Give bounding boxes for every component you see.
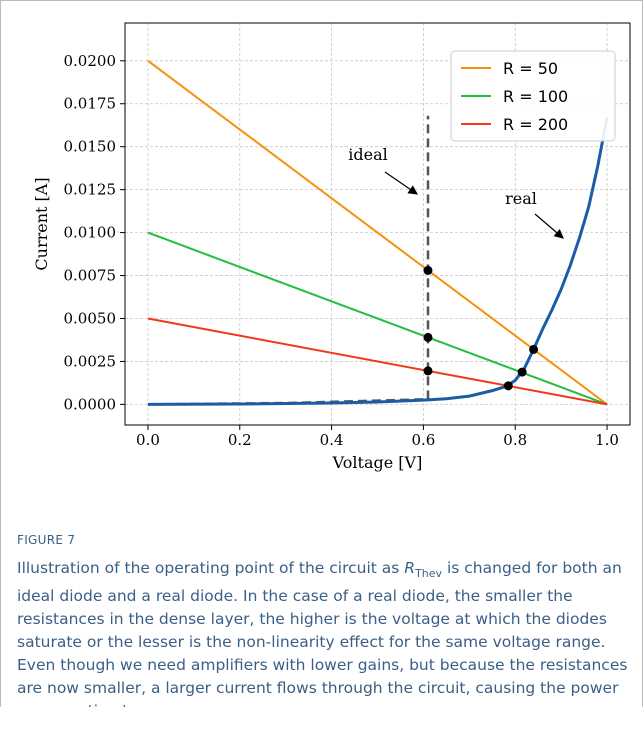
y-tick-label: 0.0100 — [64, 224, 117, 242]
line — [147, 231, 608, 406]
legend-label: R = 200 — [503, 115, 568, 134]
y-tick-label: 0.0000 — [64, 395, 117, 413]
x-tick-label: 0.0 — [136, 431, 160, 449]
caption-subscript: Thev — [415, 567, 443, 581]
annotation: real — [505, 189, 537, 208]
x-tick-label: 0.2 — [228, 431, 252, 449]
annotation-arrow — [384, 171, 418, 195]
legend-label: R = 100 — [503, 87, 568, 106]
y-tick-label: 0.0025 — [64, 352, 117, 370]
annotation-arrow — [534, 213, 564, 239]
x-tick-label: 1.0 — [595, 431, 619, 449]
y-tick-label: 0.0125 — [64, 181, 117, 199]
diode-curve — [147, 115, 430, 406]
caption-text: Illustration of the operating point of t… — [17, 559, 405, 577]
figure-caption: Illustration of the operating point of t… — [17, 557, 629, 707]
y-tick-label: 0.0200 — [64, 52, 117, 70]
legend-label: R = 50 — [503, 59, 558, 78]
plot-frame — [124, 22, 631, 426]
x-tick-label: 0.8 — [503, 431, 527, 449]
caption-text: is changed for both an ideal diode and a… — [17, 559, 628, 707]
x-axis-label: Voltage [V] — [332, 453, 423, 472]
operating-point — [423, 265, 433, 275]
operating-point — [423, 366, 433, 376]
legend-box — [450, 50, 616, 142]
figure: 0.0 0.2 0.4 0.6 0.8 1.0 0.0000 0.0025 0.0050 0.00… — [0, 0, 643, 707]
operating-point — [503, 381, 513, 391]
annotation: ideal — [348, 145, 387, 164]
y-tick-label: 0.0150 — [64, 138, 117, 156]
y-tick-label: 0.0075 — [64, 267, 117, 285]
x-tick-label: 0.6 — [411, 431, 435, 449]
x-tick-label: 0.4 — [320, 431, 344, 449]
operating-point — [529, 344, 539, 354]
y-tick-label: 0.0175 — [64, 95, 117, 113]
chart: 0.0 0.2 0.4 0.6 0.8 1.0 0.0000 0.0025 0.0050 0.00… — [32, 22, 631, 472]
y-tick-label: 0.0050 — [64, 309, 117, 327]
line — [147, 317, 608, 406]
y-axis-label: Current [A] — [32, 177, 51, 270]
operating-point — [423, 332, 433, 342]
caption-symbol: R — [404, 559, 416, 577]
operating-point — [517, 367, 527, 377]
figure-label: FIGURE 7 — [17, 533, 76, 547]
